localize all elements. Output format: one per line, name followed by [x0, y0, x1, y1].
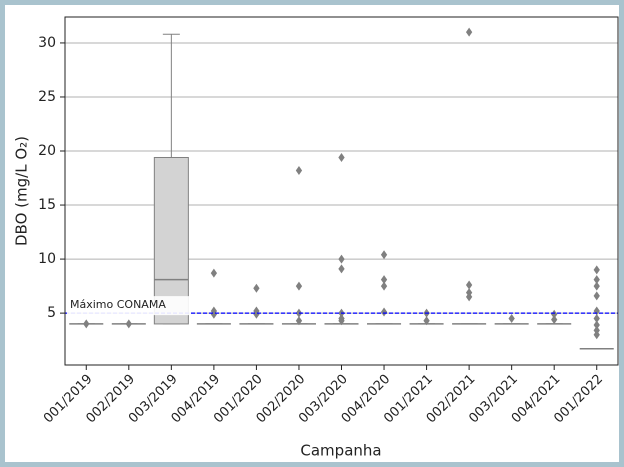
reference-label-bg	[67, 296, 191, 316]
outlier	[551, 315, 558, 325]
outlier	[593, 330, 600, 340]
outlier	[593, 314, 600, 324]
outlier	[295, 308, 303, 318]
outlier	[593, 281, 600, 291]
plot-frame	[64, 16, 619, 366]
outlier	[593, 275, 600, 285]
outlier	[380, 281, 388, 291]
outlier	[295, 316, 303, 326]
outlier	[125, 319, 132, 329]
outlier	[423, 316, 430, 326]
y-tick-label: 10	[38, 251, 56, 267]
outlier	[338, 152, 345, 162]
outlier	[83, 319, 90, 329]
outlier	[380, 307, 388, 317]
outlier	[551, 309, 558, 319]
y-tick-label: 15	[38, 197, 56, 213]
outlier	[295, 165, 303, 175]
outlier	[253, 309, 260, 319]
outlier	[593, 320, 600, 330]
outlier	[465, 280, 473, 290]
outlier	[465, 292, 473, 302]
y-tick-label: 25	[38, 89, 56, 105]
outlier	[210, 268, 218, 278]
outlier	[253, 283, 260, 293]
outlier	[338, 264, 345, 274]
y-tick-label: 30	[38, 35, 56, 51]
outlier	[338, 316, 345, 326]
outlier	[380, 250, 388, 260]
reference-label: Máximo CONAMA	[70, 298, 166, 311]
outlier	[465, 27, 473, 37]
y-tick-label: 20	[38, 143, 56, 159]
y-axis-label: DBO (mg/L O₂)	[13, 136, 31, 246]
x-axis-label: Campanha	[300, 442, 381, 460]
outlier	[593, 291, 600, 301]
outlier	[338, 254, 345, 264]
chart-background	[5, 5, 619, 462]
outlier	[295, 281, 303, 291]
outlier	[508, 314, 515, 324]
outlier	[210, 309, 218, 319]
outlier	[380, 275, 388, 285]
y-tick-label: 5	[47, 305, 56, 321]
outlier	[593, 265, 600, 275]
